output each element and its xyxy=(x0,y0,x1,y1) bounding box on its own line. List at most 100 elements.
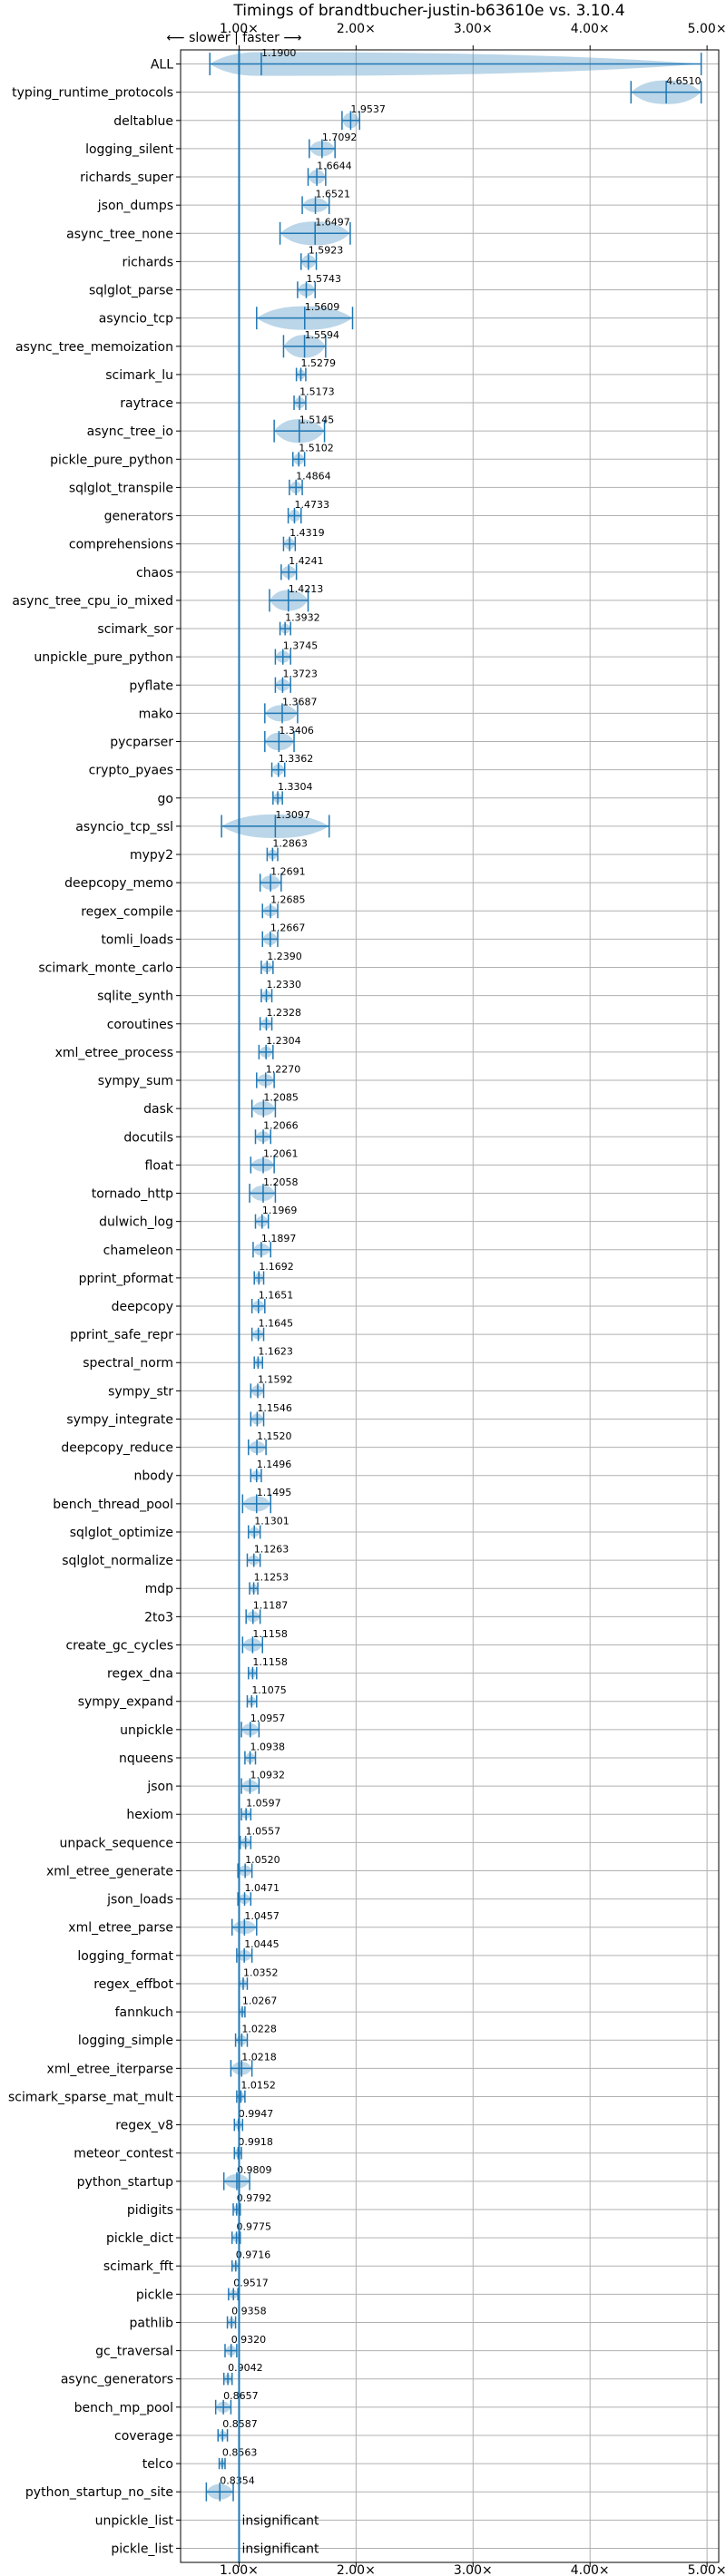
benchmark-name: regex_dna xyxy=(107,1667,173,1682)
x-tick-label-top: 2.00× xyxy=(337,22,376,36)
benchmark-row: chaos 1.4241 xyxy=(136,555,324,581)
benchmark-row: async_tree_cpu_io_mixed 1.4213 xyxy=(12,583,323,612)
benchmark-name: tomli_loads xyxy=(101,932,173,947)
benchmark-row: richards 1.5923 xyxy=(123,245,343,270)
benchmark-value-label: 0.9792 xyxy=(237,2192,272,2204)
benchmark-name: coverage xyxy=(114,2429,173,2444)
benchmark-row: tomli_loads 1.2667 xyxy=(101,922,305,948)
benchmark-name: bench_thread_pool xyxy=(53,1498,173,1512)
benchmark-row: chameleon 1.1897 xyxy=(103,1233,297,1258)
benchmark-value-label: 1.1187 xyxy=(253,1600,289,1612)
benchmark-name: xml_etree_process xyxy=(55,1046,173,1060)
benchmark-name: regex_effbot xyxy=(93,1977,173,1992)
benchmark-name: scimark_monte_carlo xyxy=(38,961,173,976)
benchmark-row: pickle 0.9517 xyxy=(136,2278,269,2303)
benchmark-value-label: 1.4319 xyxy=(289,527,325,539)
benchmark-row: sqlite_synth 1.2330 xyxy=(97,979,301,1004)
benchmark-row: pyflate 1.3723 xyxy=(129,668,318,694)
benchmark-value-label: 0.9042 xyxy=(228,2362,263,2374)
benchmark-value-label: 1.1301 xyxy=(254,1515,289,1527)
benchmark-value-label: 0.9358 xyxy=(231,2306,267,2317)
benchmark-row: sqlglot_transpile 1.4864 xyxy=(69,471,331,496)
benchmark-rows: ALL 1.1900 typing_runtime_protocols 4.6510 d… xyxy=(8,47,702,2556)
benchmark-row: pathlib 0.9358 xyxy=(130,2306,267,2331)
benchmark-row: tornado_http 1.2058 xyxy=(92,1176,299,1203)
benchmark-row: spectral_norm 1.1623 xyxy=(83,1346,293,1371)
benchmark-name: ALL xyxy=(151,58,173,73)
benchmark-row: nqueens 1.0938 xyxy=(119,1741,285,1766)
benchmark-name: deepcopy xyxy=(112,1300,173,1314)
benchmark-row: async_tree_memoization 1.5594 xyxy=(15,329,340,358)
benchmark-row: sqlglot_optimize 1.1301 xyxy=(70,1515,289,1540)
benchmark-value-label: 1.2058 xyxy=(263,1176,299,1188)
benchmark-value-label: 0.8354 xyxy=(220,2474,254,2486)
benchmark-name: dask xyxy=(143,1102,174,1117)
benchmark-name: raytrace xyxy=(120,396,173,411)
benchmark-row: json_loads 1.0471 xyxy=(106,1882,280,1908)
benchmark-name: dulwich_log xyxy=(99,1215,173,1230)
benchmark-name: chameleon xyxy=(103,1244,173,1258)
benchmark-row: sqlglot_parse 1.5743 xyxy=(89,273,341,298)
benchmark-value-label: 1.0932 xyxy=(250,1769,285,1781)
x-tick-label-bottom: 3.00× xyxy=(454,2563,493,2576)
benchmark-value-label: 1.4733 xyxy=(294,499,329,511)
benchmark-name: scimark_fft xyxy=(103,2259,174,2274)
benchmark-name: xml_etree_parse xyxy=(68,1921,173,1936)
benchmark-name: mako xyxy=(139,707,173,721)
benchmark-value-label: 1.5594 xyxy=(305,329,340,341)
benchmark-value-label: 1.2685 xyxy=(270,894,306,906)
benchmark-value-label: 1.2270 xyxy=(266,1063,301,1075)
benchmark-value-label: 1.2667 xyxy=(270,922,306,934)
benchmark-name: deepcopy_reduce xyxy=(61,1441,173,1456)
benchmark-name: pickle_list xyxy=(111,2542,173,2556)
benchmark-name: go xyxy=(158,792,173,806)
benchmark-name: sqlite_synth xyxy=(97,990,173,1004)
benchmark-value-label: 1.1897 xyxy=(261,1233,297,1244)
benchmark-name: sympy_integrate xyxy=(66,1412,173,1427)
benchmark-name: sqlglot_parse xyxy=(89,284,173,298)
benchmark-row: deltablue 1.9537 xyxy=(113,103,386,131)
benchmark-value-label: 4.6510 xyxy=(666,75,701,87)
benchmark-row: python_startup_no_site 0.8354 xyxy=(25,2474,255,2502)
benchmark-value-label: 1.0957 xyxy=(250,1712,286,1724)
benchmark-value-label: 0.9517 xyxy=(233,2278,269,2289)
benchmark-row: float 1.2061 xyxy=(145,1148,299,1174)
benchmark-value-label: 1.0267 xyxy=(242,1995,278,2006)
benchmark-value-label: 1.3304 xyxy=(278,781,313,793)
benchmark-value-label: 1.1592 xyxy=(258,1374,293,1386)
benchmark-name: richards xyxy=(123,255,174,269)
benchmark-row: pycparser 1.3406 xyxy=(110,725,314,753)
benchmark-name: spectral_norm xyxy=(83,1356,173,1371)
benchmark-name: sympy_expand xyxy=(78,1695,173,1710)
benchmark-name: coroutines xyxy=(107,1018,173,1032)
benchmark-value-label: 0.9918 xyxy=(238,2136,273,2148)
benchmark-value-label: 0.9320 xyxy=(231,2334,267,2346)
x-tick-label-bottom: 4.00× xyxy=(571,2563,610,2576)
benchmark-name: create_gc_cycles xyxy=(65,1638,173,1653)
benchmark-value-label: 1.5609 xyxy=(305,301,340,313)
benchmark-name: deepcopy_memo xyxy=(64,876,173,891)
benchmark-value-label: 1.6497 xyxy=(315,217,350,229)
benchmark-name: unpickle_pure_python xyxy=(34,650,173,665)
benchmark-value-label: 1.1075 xyxy=(251,1684,287,1696)
benchmark-value-label: 1.3745 xyxy=(283,639,319,651)
benchmark-name: sqlglot_optimize xyxy=(70,1526,173,1540)
benchmark-row: unpack_sequence 1.0557 xyxy=(60,1826,281,1851)
benchmark-name: python_startup_no_site xyxy=(25,2485,173,2500)
benchmark-value-label: 1.3097 xyxy=(275,809,310,821)
x-tick-label-bottom: 2.00× xyxy=(337,2563,376,2576)
benchmark-value-label: 1.3406 xyxy=(279,725,314,737)
benchmark-row: logging_format 1.0445 xyxy=(77,1938,279,1964)
benchmark-row: asyncio_tcp_ssl 1.3097 xyxy=(75,809,330,838)
benchmark-value-label: 1.6521 xyxy=(316,188,351,200)
benchmark-value-label: 1.1496 xyxy=(257,1459,292,1470)
benchmark-name: hexiom xyxy=(126,1808,173,1822)
benchmark-name: regex_v8 xyxy=(115,2119,173,2133)
benchmark-name: unpack_sequence xyxy=(60,1836,173,1850)
benchmark-row: pidigits 0.9792 xyxy=(127,2192,271,2218)
benchmark-name: crypto_pyaes xyxy=(89,764,173,778)
benchmark-row: sympy_str 1.1592 xyxy=(108,1374,292,1400)
benchmark-name: json_loads xyxy=(106,1893,173,1908)
benchmark-name: generators xyxy=(104,510,173,524)
benchmark-name: tornado_http xyxy=(92,1187,173,1202)
